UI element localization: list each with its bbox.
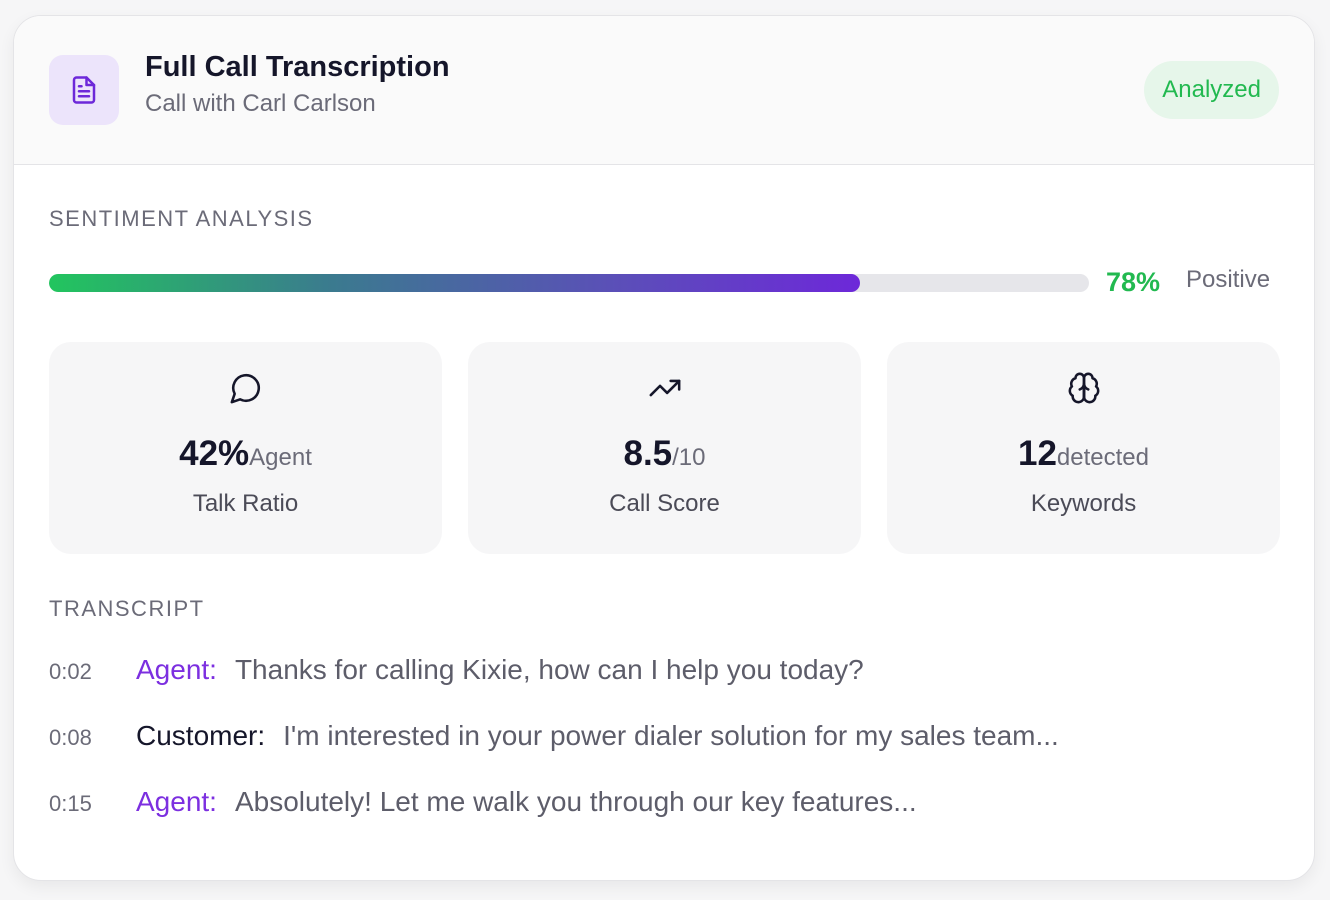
call-subtitle: Call with Carl Carlson [145,90,376,117]
sentiment-percent: 78% [1106,267,1161,297]
stat-unit: Agent [249,444,312,471]
stat-caption: Keywords [1030,490,1137,517]
transcript-speaker: Agent: [136,786,217,817]
stat-value-line: 8.5/10 [468,434,861,474]
stat-card-call-score: 8.5/10 Call Score [468,342,861,554]
stat-value-line: 12detected [887,434,1280,474]
transcript-line: 0:15 Agent: Absolutely! Let me walk you … [49,786,917,826]
sentiment-section-label: SENTIMENT ANALYSIS [49,206,314,231]
stat-unit: detected [1056,444,1149,471]
stat-card-talk-ratio: 42%Agent Talk Ratio [49,342,442,554]
transcript-text: Thanks for calling Kixie, how can I help… [234,654,864,685]
sentiment-label: Positive [1186,266,1271,293]
stat-caption: Call Score [609,490,720,517]
stat-value: 42% [179,434,250,473]
transcript-speaker: Customer: [136,720,266,751]
status-badge: Analyzed [1144,61,1279,119]
page-title: Full Call Transcription [145,51,450,83]
stat-value-line: 42%Agent [49,434,442,474]
transcript-text: I'm interested in your power dialer solu… [283,720,1059,751]
transcript-line: 0:08 Customer: I'm interested in your po… [49,720,1059,760]
brain-icon [1067,371,1101,405]
sentiment-progress-fill [49,274,861,292]
sentiment-progress-bar [49,274,1089,292]
transcript-timestamp: 0:15 [49,791,92,816]
call-transcription-card: Full Call Transcription Call with Carl C… [13,15,1315,881]
stat-card-keywords: 12detected Keywords [887,342,1280,554]
card-header: Full Call Transcription Call with Carl C… [14,16,1314,165]
stat-caption: Talk Ratio [192,490,299,517]
transcript-text: Absolutely! Let me walk you through our … [234,786,917,817]
stat-value: 8.5 [623,434,673,473]
document-icon [49,55,119,125]
transcript-section-label: TRANSCRIPT [49,596,205,621]
transcript-speaker: Agent: [136,654,217,685]
transcript-timestamp: 0:08 [49,725,92,750]
stat-unit: /10 [672,444,706,471]
transcript-timestamp: 0:02 [49,659,92,684]
transcript-line: 0:02 Agent: Thanks for calling Kixie, ho… [49,654,864,694]
message-circle-icon [229,371,263,405]
trending-up-icon [648,371,682,405]
stat-value: 12 [1017,434,1057,473]
